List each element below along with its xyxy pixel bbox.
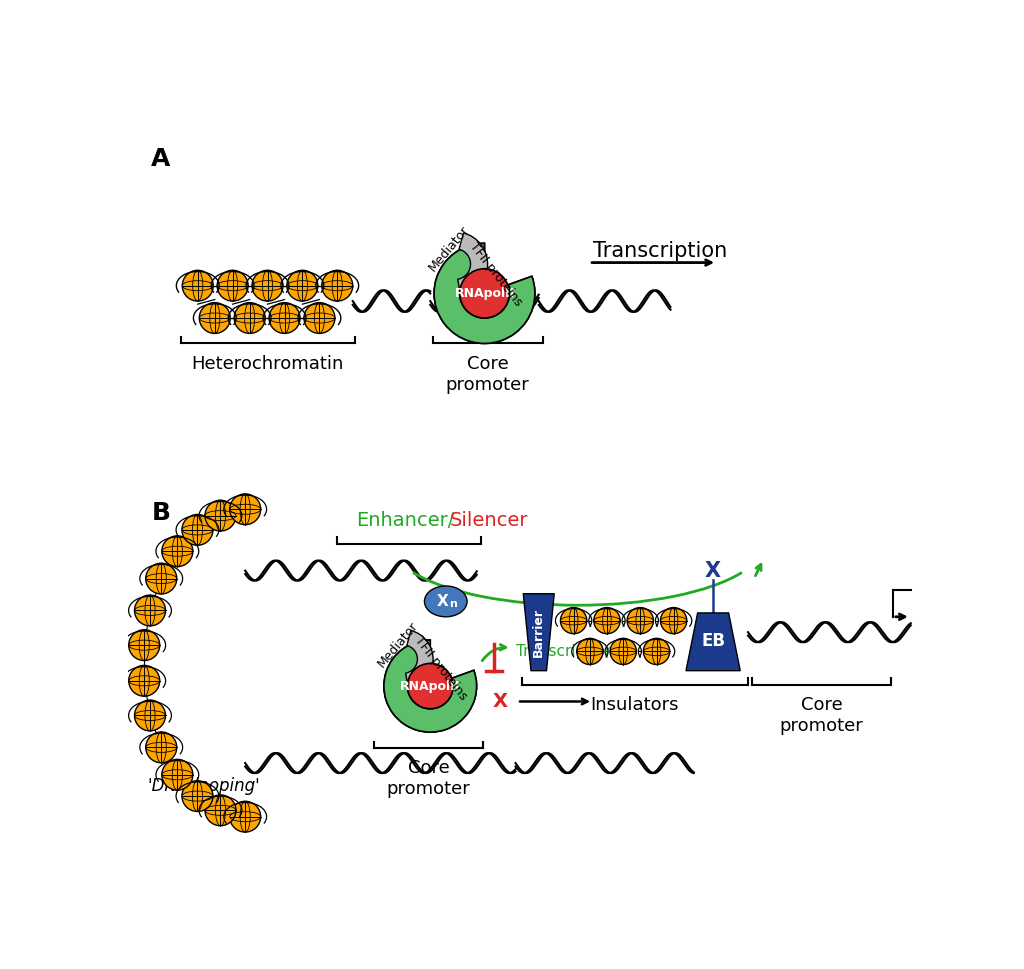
Text: Barrier: Barrier — [532, 608, 545, 657]
Circle shape — [287, 270, 317, 301]
Wedge shape — [384, 641, 476, 733]
Text: Enhancer/: Enhancer/ — [356, 511, 455, 530]
Text: Heterochromatin: Heterochromatin — [191, 355, 344, 373]
Circle shape — [217, 270, 248, 301]
Text: A: A — [152, 147, 171, 172]
Wedge shape — [460, 268, 509, 318]
Circle shape — [304, 302, 335, 333]
Text: Core
promoter: Core promoter — [779, 696, 863, 735]
Circle shape — [182, 270, 213, 301]
Circle shape — [162, 760, 193, 790]
Text: TFII proteins: TFII proteins — [467, 239, 525, 308]
Circle shape — [234, 302, 265, 333]
Circle shape — [145, 563, 177, 594]
Wedge shape — [434, 243, 535, 343]
Wedge shape — [406, 631, 433, 688]
Circle shape — [229, 801, 261, 832]
Wedge shape — [458, 233, 487, 296]
Text: Core
promoter: Core promoter — [445, 355, 529, 393]
Text: B: B — [152, 501, 170, 525]
Text: Mediator: Mediator — [375, 619, 420, 671]
Circle shape — [594, 608, 621, 634]
Ellipse shape — [424, 586, 467, 617]
Text: Mediator: Mediator — [426, 223, 472, 274]
Circle shape — [269, 302, 300, 333]
Circle shape — [205, 500, 236, 531]
Text: n: n — [450, 600, 458, 610]
Circle shape — [322, 270, 352, 301]
Circle shape — [252, 270, 283, 301]
Circle shape — [627, 608, 653, 634]
Wedge shape — [434, 243, 535, 343]
Text: Transcription: Transcription — [593, 241, 727, 261]
Text: RNApolII: RNApolII — [400, 679, 461, 693]
Circle shape — [200, 302, 230, 333]
Polygon shape — [523, 594, 554, 671]
Circle shape — [134, 700, 166, 731]
Circle shape — [129, 666, 160, 696]
Text: RNApolII: RNApolII — [455, 287, 515, 299]
Circle shape — [577, 639, 603, 665]
Polygon shape — [686, 613, 740, 671]
Text: X: X — [706, 561, 721, 580]
Circle shape — [145, 732, 177, 763]
Circle shape — [610, 639, 636, 665]
Text: X: X — [493, 692, 508, 711]
Circle shape — [205, 795, 236, 826]
Circle shape — [229, 494, 261, 524]
Circle shape — [134, 595, 166, 626]
Wedge shape — [408, 664, 453, 708]
Text: TFII proteins: TFII proteins — [412, 634, 470, 703]
Circle shape — [643, 639, 670, 665]
Circle shape — [162, 536, 193, 567]
Wedge shape — [384, 641, 476, 733]
Text: Insulators: Insulators — [591, 696, 679, 714]
Circle shape — [460, 268, 509, 318]
Circle shape — [182, 781, 213, 811]
Text: 'DNA-looping': 'DNA-looping' — [147, 777, 260, 796]
Text: X: X — [437, 594, 449, 609]
Circle shape — [182, 515, 213, 546]
Text: Silencer: Silencer — [450, 511, 528, 530]
Circle shape — [129, 630, 160, 661]
Text: EB: EB — [701, 633, 725, 650]
Circle shape — [408, 664, 453, 708]
Circle shape — [560, 608, 587, 634]
Text: Core
promoter: Core promoter — [387, 760, 471, 798]
Text: Transcription: Transcription — [515, 644, 614, 659]
Circle shape — [660, 608, 687, 634]
